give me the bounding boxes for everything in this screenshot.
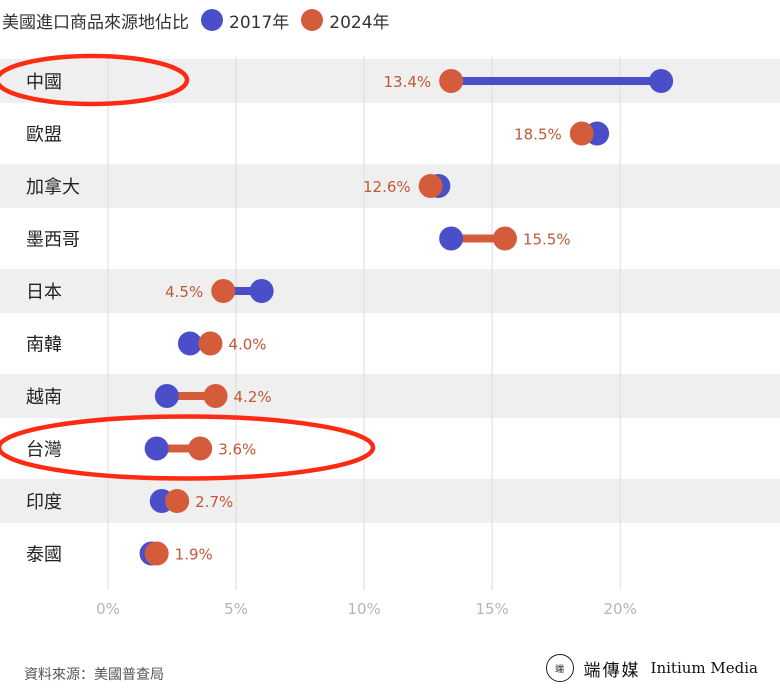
category-label: 越南 [26, 387, 62, 408]
point-2024 [569, 121, 594, 146]
value-label-2024: 12.6% [363, 178, 411, 196]
point-2024 [211, 279, 236, 303]
point-2024 [144, 541, 169, 566]
x-tick-label: 15% [475, 600, 508, 618]
legend-item-2017: 2017年 [201, 8, 289, 33]
point-2024 [418, 174, 443, 198]
point-2024 [188, 436, 213, 461]
value-label-2024: 18.5% [514, 126, 562, 144]
category-label: 台灣 [26, 440, 62, 461]
highlight-circle [0, 414, 376, 481]
brand-logo-icon: 端 [545, 654, 574, 682]
point-2024 [439, 69, 464, 93]
point-2017 [177, 331, 202, 356]
point-2024 [198, 331, 223, 356]
category-label: 加拿大 [26, 176, 80, 198]
value-label-2024: 1.9% [175, 546, 213, 564]
x-tick-label: 20% [604, 600, 637, 618]
x-tick-label: 10% [347, 600, 380, 618]
row-band [0, 374, 780, 418]
point-2017 [649, 69, 674, 93]
category-label: 南韓 [26, 335, 62, 356]
point-2017 [439, 226, 464, 251]
category-label: 印度 [26, 492, 62, 513]
legend-label-2017: 2017年 [229, 12, 290, 33]
chart-legend: 美國進口商品來源地佔比 2017年 2024年 [0, 0, 780, 40]
category-label: 墨西哥 [26, 230, 80, 251]
source-note: 資料來源：美國普查局 [24, 667, 164, 683]
category-label: 泰國 [26, 545, 62, 566]
value-label-2024: 4.2% [234, 388, 272, 406]
point-2024 [492, 226, 517, 251]
value-label-2024: 4.0% [228, 336, 266, 354]
row-band [0, 479, 780, 523]
point-2024 [203, 384, 228, 408]
x-tick-label: 5% [224, 600, 248, 618]
chart-title: 美國進口商品來源地佔比 [2, 12, 189, 33]
legend-label-2024: 2024年 [329, 12, 390, 33]
point-2017 [144, 436, 169, 461]
row-band [0, 164, 780, 208]
value-label-2024: 4.5% [165, 283, 203, 301]
point-2017 [249, 279, 274, 303]
point-2024 [165, 489, 190, 513]
value-label-2024: 13.4% [384, 73, 432, 91]
value-label-2024: 15.5% [523, 231, 571, 249]
value-label-2024: 2.7% [195, 493, 233, 511]
highlight-circle [0, 53, 190, 107]
legend-item-2024: 2024年 [301, 8, 390, 33]
brand: 端 端傳媒 Initium Media [545, 654, 758, 682]
dumbbell-chart: 0% 5% 10% 15% 20% 中國 13.4% 歐盟 18.5% 加拿大 12.6% 墨西哥 15… [0, 53, 780, 618]
legend-swatch-2017 [201, 9, 223, 31]
category-label: 歐盟 [26, 125, 62, 146]
value-label-2024: 3.6% [218, 441, 256, 459]
brand-name-en: Initium Media [650, 659, 758, 677]
x-tick-label: 0% [96, 600, 120, 618]
footer: 資料來源：美國普查局 端 端傳媒 Initium Media [0, 650, 780, 688]
row-band [0, 269, 780, 313]
category-label: 日本 [26, 282, 62, 303]
category-label: 中國 [26, 72, 62, 93]
legend-swatch-2024 [301, 9, 324, 31]
brand-name-cn: 端傳媒 [583, 660, 641, 681]
point-2017 [154, 384, 179, 408]
